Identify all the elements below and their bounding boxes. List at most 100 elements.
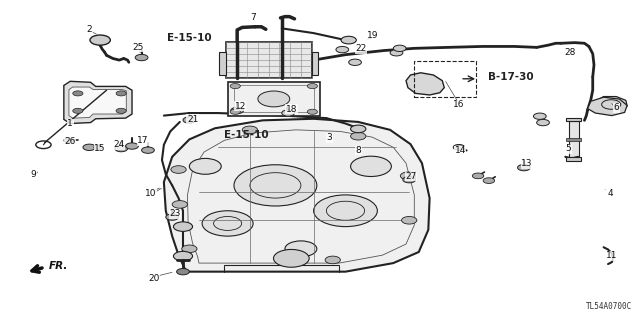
Circle shape bbox=[285, 241, 317, 257]
Circle shape bbox=[243, 126, 257, 134]
Circle shape bbox=[325, 256, 340, 264]
Bar bbox=[566, 118, 581, 121]
Text: 16: 16 bbox=[453, 100, 465, 109]
Text: 18: 18 bbox=[285, 105, 297, 114]
Circle shape bbox=[351, 132, 366, 140]
Circle shape bbox=[116, 108, 126, 113]
Circle shape bbox=[230, 109, 241, 114]
Circle shape bbox=[73, 91, 83, 96]
Text: 15: 15 bbox=[95, 144, 106, 153]
Circle shape bbox=[258, 91, 290, 107]
Circle shape bbox=[64, 138, 74, 143]
Circle shape bbox=[403, 177, 415, 183]
Text: 25: 25 bbox=[132, 43, 144, 52]
Circle shape bbox=[171, 166, 186, 173]
Circle shape bbox=[141, 147, 154, 153]
Circle shape bbox=[341, 36, 356, 44]
Text: FR.: FR. bbox=[49, 261, 68, 271]
Polygon shape bbox=[164, 119, 429, 272]
Circle shape bbox=[401, 216, 417, 224]
Text: B-17-30: B-17-30 bbox=[488, 72, 533, 82]
Circle shape bbox=[400, 172, 415, 180]
Text: 21: 21 bbox=[187, 115, 198, 124]
Bar bbox=[226, 42, 312, 78]
Circle shape bbox=[90, 35, 110, 45]
Text: 20: 20 bbox=[148, 274, 160, 283]
Circle shape bbox=[534, 113, 546, 119]
Polygon shape bbox=[406, 73, 444, 95]
Circle shape bbox=[351, 156, 392, 177]
Text: 17: 17 bbox=[137, 136, 148, 146]
Circle shape bbox=[135, 54, 148, 61]
Text: 2: 2 bbox=[86, 25, 92, 35]
Text: E-15-10: E-15-10 bbox=[167, 33, 212, 43]
Text: 11: 11 bbox=[605, 251, 617, 260]
Circle shape bbox=[349, 59, 362, 66]
Circle shape bbox=[173, 222, 193, 231]
Circle shape bbox=[307, 109, 317, 114]
Text: 4: 4 bbox=[607, 189, 612, 198]
Circle shape bbox=[351, 125, 366, 133]
Circle shape bbox=[230, 84, 241, 89]
Bar bbox=[566, 157, 581, 161]
Text: 24: 24 bbox=[114, 140, 125, 149]
Text: 9: 9 bbox=[30, 170, 36, 179]
Text: 1: 1 bbox=[67, 119, 73, 128]
Text: 8: 8 bbox=[355, 146, 361, 155]
Text: 5: 5 bbox=[566, 144, 572, 153]
Circle shape bbox=[273, 250, 309, 267]
Circle shape bbox=[394, 45, 406, 52]
Text: E-15-10: E-15-10 bbox=[225, 130, 269, 140]
Circle shape bbox=[173, 252, 193, 261]
Circle shape bbox=[390, 50, 403, 56]
Circle shape bbox=[116, 91, 126, 96]
Circle shape bbox=[177, 268, 189, 275]
Circle shape bbox=[518, 164, 531, 171]
Circle shape bbox=[125, 143, 138, 149]
Polygon shape bbox=[588, 97, 627, 116]
Polygon shape bbox=[312, 52, 318, 75]
Text: 10: 10 bbox=[145, 189, 157, 198]
Circle shape bbox=[166, 214, 179, 220]
Bar bbox=[414, 61, 476, 97]
Circle shape bbox=[234, 165, 317, 206]
Circle shape bbox=[231, 107, 244, 114]
Text: 7: 7 bbox=[250, 13, 256, 22]
Polygon shape bbox=[596, 97, 627, 112]
Circle shape bbox=[172, 201, 188, 208]
Bar bbox=[228, 82, 320, 116]
Text: 14: 14 bbox=[454, 146, 466, 155]
Circle shape bbox=[183, 117, 196, 123]
Text: 27: 27 bbox=[405, 172, 417, 181]
Bar bbox=[566, 138, 581, 141]
Polygon shape bbox=[220, 52, 226, 75]
Circle shape bbox=[115, 145, 127, 152]
Circle shape bbox=[537, 119, 549, 126]
Text: 3: 3 bbox=[326, 133, 332, 142]
Circle shape bbox=[189, 158, 221, 174]
Circle shape bbox=[483, 178, 495, 183]
Polygon shape bbox=[69, 87, 126, 118]
Circle shape bbox=[336, 46, 349, 53]
Circle shape bbox=[83, 144, 96, 150]
Circle shape bbox=[73, 108, 83, 113]
Text: 19: 19 bbox=[367, 31, 379, 40]
Bar bbox=[234, 85, 314, 112]
Bar bbox=[568, 121, 579, 157]
Circle shape bbox=[182, 245, 197, 252]
Circle shape bbox=[314, 195, 378, 227]
Text: 12: 12 bbox=[235, 101, 246, 111]
Circle shape bbox=[453, 144, 465, 150]
Text: 26: 26 bbox=[65, 137, 76, 146]
Text: TL54A0700C: TL54A0700C bbox=[586, 302, 632, 311]
Text: 28: 28 bbox=[564, 48, 575, 57]
Circle shape bbox=[307, 84, 317, 89]
Text: 23: 23 bbox=[169, 209, 180, 219]
Circle shape bbox=[202, 211, 253, 236]
Text: 13: 13 bbox=[522, 159, 533, 168]
Text: 6: 6 bbox=[613, 103, 619, 112]
Circle shape bbox=[282, 110, 294, 116]
Text: 22: 22 bbox=[356, 44, 367, 53]
Polygon shape bbox=[64, 81, 132, 124]
Circle shape bbox=[94, 145, 102, 149]
